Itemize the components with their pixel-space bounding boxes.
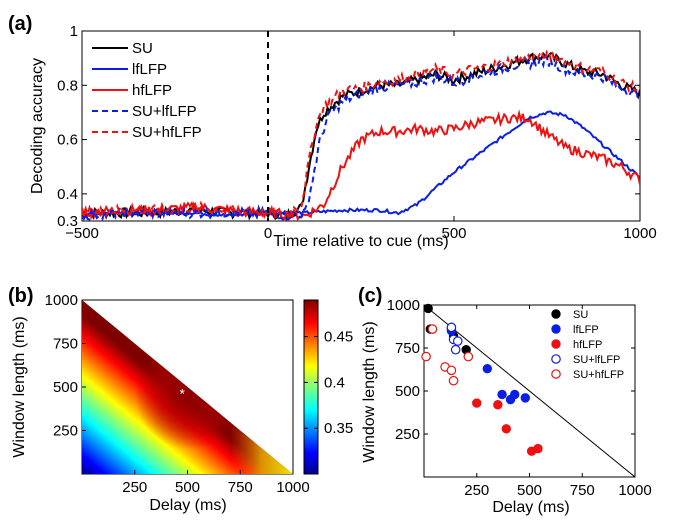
scatter-point-su-plus-hflfp [421,351,431,362]
y-tick-label-c: 500 [395,383,420,400]
colorbar-tick-label: 0.4 [324,374,345,391]
x-tick-label-c: 500 [517,482,542,499]
y-tick-label-b: 250 [53,423,78,440]
legend-label-a: lfLFP [132,61,167,78]
scatter-point-su-plus-hflfp [448,375,459,386]
x-tick-label-b: 250 [122,479,147,496]
window-delay-heatmap: * 250 500 750 1000 250 500 750 1000 0.35 0.4 0.45… [11,292,353,514]
y-tick-label-c: 750 [395,340,420,357]
scatter-point-hflfp [472,398,482,408]
scatter-point-su-plus-hflfp [463,351,474,362]
scatter-point-lflfp [482,363,492,374]
y-tick-label-a: 0.4 [57,186,78,203]
x-tick-label-b: 500 [175,479,200,496]
legend-a: SU lfLFP hfLFP SU+lfLFP SU+hfLFP [92,40,202,141]
scatter-point-su-plus-lflfp [446,322,457,333]
scatter-point-lflfp [510,389,520,400]
legend-label-a: SU+lfLFP [132,103,197,120]
y-tick-label-a: 0.3 [57,213,78,230]
legend-label-c: SU+lfLFP [573,354,620,366]
scatter-point-su-plus-hflfp [446,365,457,376]
scatter-point-hflfp [501,424,511,434]
colorbar [303,299,319,475]
x-axis-label-b: Delay (ms) [149,497,226,514]
y-axis-label-c: Window length (ms) [361,321,378,462]
legend-label-c: lfLFP [573,324,599,336]
x-tick-label-c: 1000 [618,482,651,499]
y-tick-label-a: 0.8 [57,77,78,94]
scatter-point-hflfp [533,443,543,454]
x-tick-label-b: 750 [228,479,253,496]
x-axis-label-c: Delay (ms) [492,499,569,516]
y-tick-label-b: 750 [53,336,78,353]
scatter-point-su-plus-lflfp [452,336,463,346]
y-axis-label-b: Window length (ms) [11,316,28,457]
scatter-point-su-plus-hflfp [427,324,438,334]
plot-a-frame [81,30,641,222]
legend-marker-c [551,339,561,349]
scatter-point-lflfp [520,393,530,403]
legend-label-c: SU [573,309,588,321]
legend-label-c: hfLFP [573,339,602,351]
scatter-point-hflfp [493,400,503,410]
x-tick-label-c: 250 [464,482,489,499]
y-tick-label-c: 250 [395,426,420,443]
legend-marker-c [551,369,561,379]
panel-a-label: (a) [8,13,32,35]
x-tick-label-a: 0 [264,225,272,242]
panel-b-label: (b) [8,285,34,307]
x-axis-label-a: Time relative to cue (ms) [273,233,448,250]
legend-label-a: SU [132,40,153,57]
x-tick-label-b: 1000 [276,479,309,496]
legend-label-a: SU+hfLFP [132,124,202,141]
legend-label-a: hfLFP [132,82,172,99]
colorbar-tick-label: 0.35 [324,420,353,437]
x-tick-label-a: −500 [65,225,99,242]
series-line-hflfp [82,109,640,221]
y-tick-label-a: 0.6 [57,132,78,149]
x-tick-label-c: 750 [570,482,595,499]
diagonal-limit-line [423,304,636,478]
legend-marker-c [551,309,561,319]
scatter-point-su [423,303,433,314]
scatter-point-su-plus-lflfp [450,344,461,355]
panel-c-label: (c) [358,285,382,307]
y-tick-label-b: 1000 [45,292,78,309]
best-window-marker: * [179,385,185,401]
y-axis-label-a: Decoding accuracy [29,58,46,194]
colorbar-tick-label: 0.45 [324,329,353,346]
x-tick-label-a: 500 [441,225,466,242]
legend-marker-c [551,324,561,334]
y-tick-label-a: 1 [70,23,78,40]
legend-c: SU lfLFP hfLFP SU+lfLFP SU+hfLFP [551,309,624,381]
scatter-point-lflfp [497,389,507,400]
legend-marker-c [551,354,561,364]
series-line-su-plus-hflfp [82,49,640,221]
y-tick-label-b: 500 [53,379,78,396]
legend-label-c: SU+hfLFP [573,369,624,381]
y-tick-label-c: 1000 [387,297,420,314]
x-tick-label-a: 1000 [623,225,656,242]
